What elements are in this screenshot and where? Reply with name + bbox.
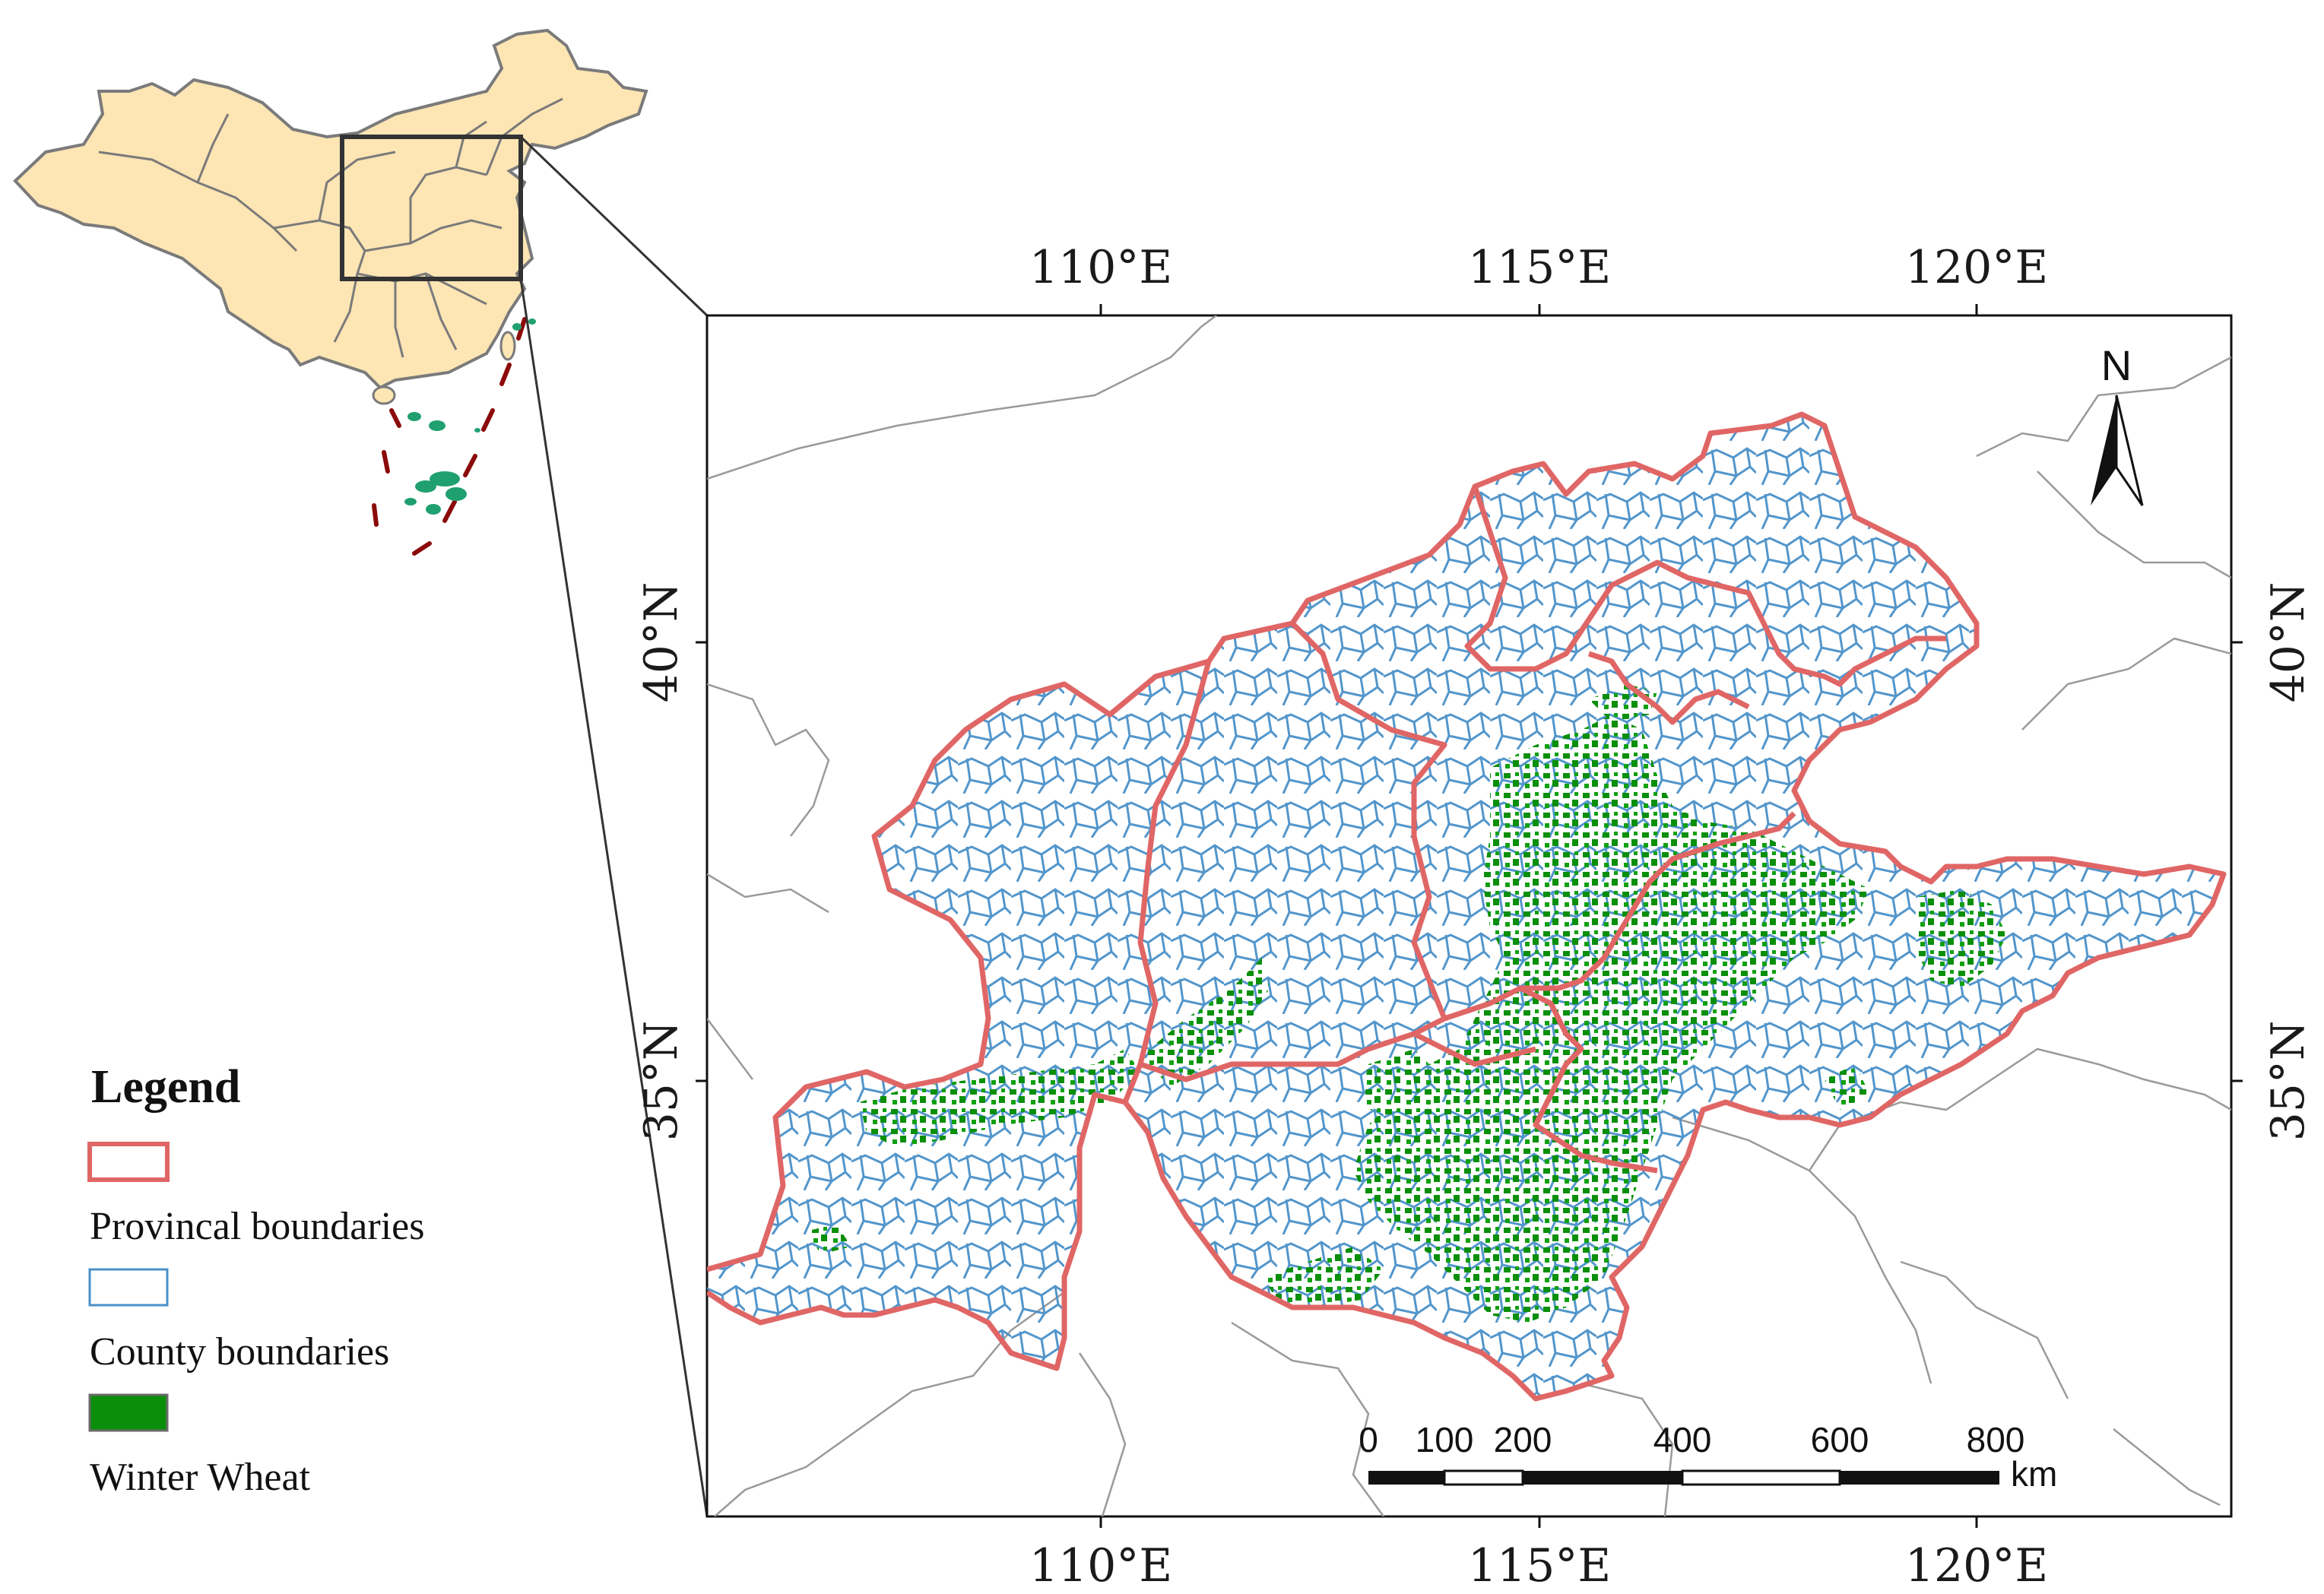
provincial-boundaries (707, 411, 2227, 1402)
north-label: N (2101, 341, 2132, 389)
hainan-island (372, 385, 396, 405)
legend-label-county: County boundaries (90, 1330, 389, 1374)
scale-tick-600: 600 (1811, 1420, 1869, 1459)
winter-wheat-areas (806, 684, 2007, 1323)
north-arrow-icon (2091, 395, 2116, 505)
lon-label-bottom-110: 110°E (1029, 1539, 1172, 1592)
lon-label-bottom-120: 120°E (1905, 1539, 2048, 1592)
china-outline (13, 28, 648, 390)
nine-dash-line (372, 317, 527, 556)
scale-tick-800: 800 (1967, 1420, 2025, 1459)
lon-label-bottom-115: 115°E (1468, 1539, 1611, 1592)
scale-tick-400: 400 (1653, 1420, 1712, 1459)
study-area-box (340, 135, 523, 281)
scale-bar: 0 100 200 400 600 800 km (1359, 1420, 2057, 1494)
scale-tick-100: 100 (1416, 1420, 1474, 1459)
lat-label-left-35: 35°N (635, 1021, 688, 1142)
legend-label-provincial: Provincal boundaries (90, 1205, 424, 1248)
lat-label-right-40: 40°N (2262, 582, 2315, 703)
north-arrow: N (2091, 341, 2144, 506)
lat-label-right-35: 35°N (2262, 1021, 2315, 1142)
main-map: N 0 100 200 400 600 800 km (705, 314, 2233, 1518)
scale-unit: km (2011, 1454, 2057, 1494)
scale-tick-200: 200 (1494, 1420, 1552, 1459)
lon-label-top-120: 120°E (1905, 241, 2048, 294)
zoom-connector-lines (519, 135, 709, 1517)
legend-label-wheat: Winter Wheat (90, 1456, 311, 1499)
legend-swatch-county (88, 1268, 169, 1307)
legend-title: Legend (91, 1061, 240, 1113)
scale-tick-0: 0 (1359, 1420, 1378, 1459)
legend: Legend Provincal boundaries County bound… (87, 1061, 424, 1499)
china-province-lines (98, 97, 563, 358)
lon-label-top-110: 110°E (1029, 241, 1172, 294)
south-sea-islands (404, 318, 536, 515)
lat-label-left-40: 40°N (635, 582, 688, 703)
lon-label-top-115: 115°E (1468, 241, 1611, 294)
taiwan-island (499, 331, 516, 361)
legend-swatch-wheat (88, 1393, 169, 1432)
legend-swatch-provincial (87, 1142, 170, 1182)
graticule-labels: 110°E 115°E 120°E 110°E 115°E 120°E 40°N… (635, 241, 2315, 1592)
china-inset-map (13, 28, 648, 556)
